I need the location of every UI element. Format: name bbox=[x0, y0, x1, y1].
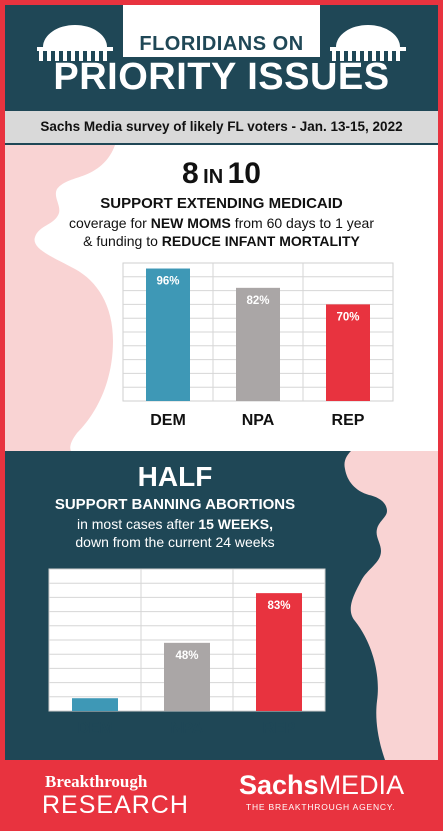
panel-description-line: in most cases after 15 WEEKS, bbox=[5, 516, 345, 532]
panel-heading: SUPPORT EXTENDING MEDICAID bbox=[100, 195, 343, 212]
bar-dem bbox=[72, 698, 118, 711]
subtitle-bar: Sachs Media survey of likely FL voters -… bbox=[5, 111, 438, 143]
capitol-dome-icon bbox=[330, 25, 406, 61]
capitol-dome-icon bbox=[37, 25, 113, 61]
stat-connector: IN bbox=[203, 166, 224, 188]
data-label: 70% bbox=[336, 311, 359, 323]
category-label: DEM bbox=[150, 412, 186, 429]
medicaid-panel: 8 IN 10 SUPPORT EXTENDING MEDICAID cover… bbox=[5, 145, 438, 451]
stat-headline: 8 IN 10 bbox=[5, 157, 438, 191]
stat-number: 8 bbox=[182, 157, 199, 190]
breakthrough-logo-bottom: RESEARCH bbox=[42, 791, 189, 819]
panel-description-line: & funding to REDUCE INFANT MORTALITY bbox=[5, 233, 438, 249]
title-top: FLORIDIANS ON bbox=[139, 33, 304, 55]
sachs-media-tagline: THE BREAKTHROUGH AGENCY. bbox=[246, 802, 396, 812]
logo-light-text: MEDIA bbox=[318, 770, 405, 800]
pregnant-silhouette-graphic bbox=[344, 451, 438, 760]
category-label: NPA bbox=[242, 412, 275, 429]
breakthrough-logo-top: Breakthrough bbox=[45, 772, 148, 791]
medicaid-support-chart: 96% DEM 82% NPA 70% REP bbox=[122, 262, 394, 429]
text-segment: & funding to bbox=[83, 233, 162, 249]
bar-dem bbox=[146, 268, 190, 401]
text-segment: in most cases after bbox=[76, 516, 199, 532]
data-label: 48% bbox=[175, 650, 198, 662]
panel-heading: SUPPORT BANNING ABORTIONS bbox=[54, 496, 296, 513]
survey-subtitle: Sachs Media survey of likely FL voters -… bbox=[40, 119, 403, 134]
panel-description-line: coverage for NEW MOMS from 60 days to 1 … bbox=[5, 215, 438, 231]
bar-npa bbox=[236, 287, 280, 401]
text-segment: coverage for bbox=[68, 215, 151, 231]
emphasis-text: REDUCE INFANT MORTALITY bbox=[161, 233, 360, 249]
page-title: PRIORITY ISSUES bbox=[53, 56, 390, 98]
emphasis-text: NEW MOMS bbox=[150, 215, 231, 231]
abortion-ban-support-chart: 9% DEM 48% NPA 83% REP bbox=[48, 568, 326, 737]
stat-number-total: 10 bbox=[227, 157, 261, 190]
category-label: REP bbox=[263, 720, 296, 737]
header: FLORIDIANS ON PRIORITY ISSUES bbox=[5, 5, 438, 108]
title-top-box bbox=[123, 5, 320, 57]
category-label: NPA bbox=[171, 720, 204, 737]
category-label: DEM bbox=[77, 720, 113, 737]
infographic-body: FLORIDIANS ON PRIORITY ISSUES Sachs Medi… bbox=[5, 5, 438, 826]
bar-npa bbox=[164, 642, 210, 711]
data-label: 83% bbox=[267, 600, 290, 612]
bar-rep bbox=[326, 304, 370, 401]
data-label: 96% bbox=[156, 276, 179, 288]
logo-bold-text: Sachs bbox=[239, 770, 319, 800]
category-label: REP bbox=[332, 412, 365, 429]
sachs-media-logo: SachsMEDIA bbox=[239, 770, 404, 801]
emphasis-text: 15 WEEKS, bbox=[198, 516, 274, 532]
data-label: 82% bbox=[246, 295, 269, 307]
panel-description-line: down from the current 24 weeks bbox=[75, 534, 275, 550]
text-segment: from 60 days to 1 year bbox=[230, 215, 374, 231]
footer: Breakthrough RESEARCH SachsMEDIA THE BRE… bbox=[5, 760, 438, 826]
abortion-panel: HALF SUPPORT BANNING ABORTIONS in most c… bbox=[5, 451, 438, 760]
bar-rep bbox=[256, 593, 302, 711]
data-label: 9% bbox=[87, 683, 104, 695]
stat-headline: HALF bbox=[137, 461, 213, 492]
pregnant-silhouette-graphic bbox=[5, 145, 115, 451]
